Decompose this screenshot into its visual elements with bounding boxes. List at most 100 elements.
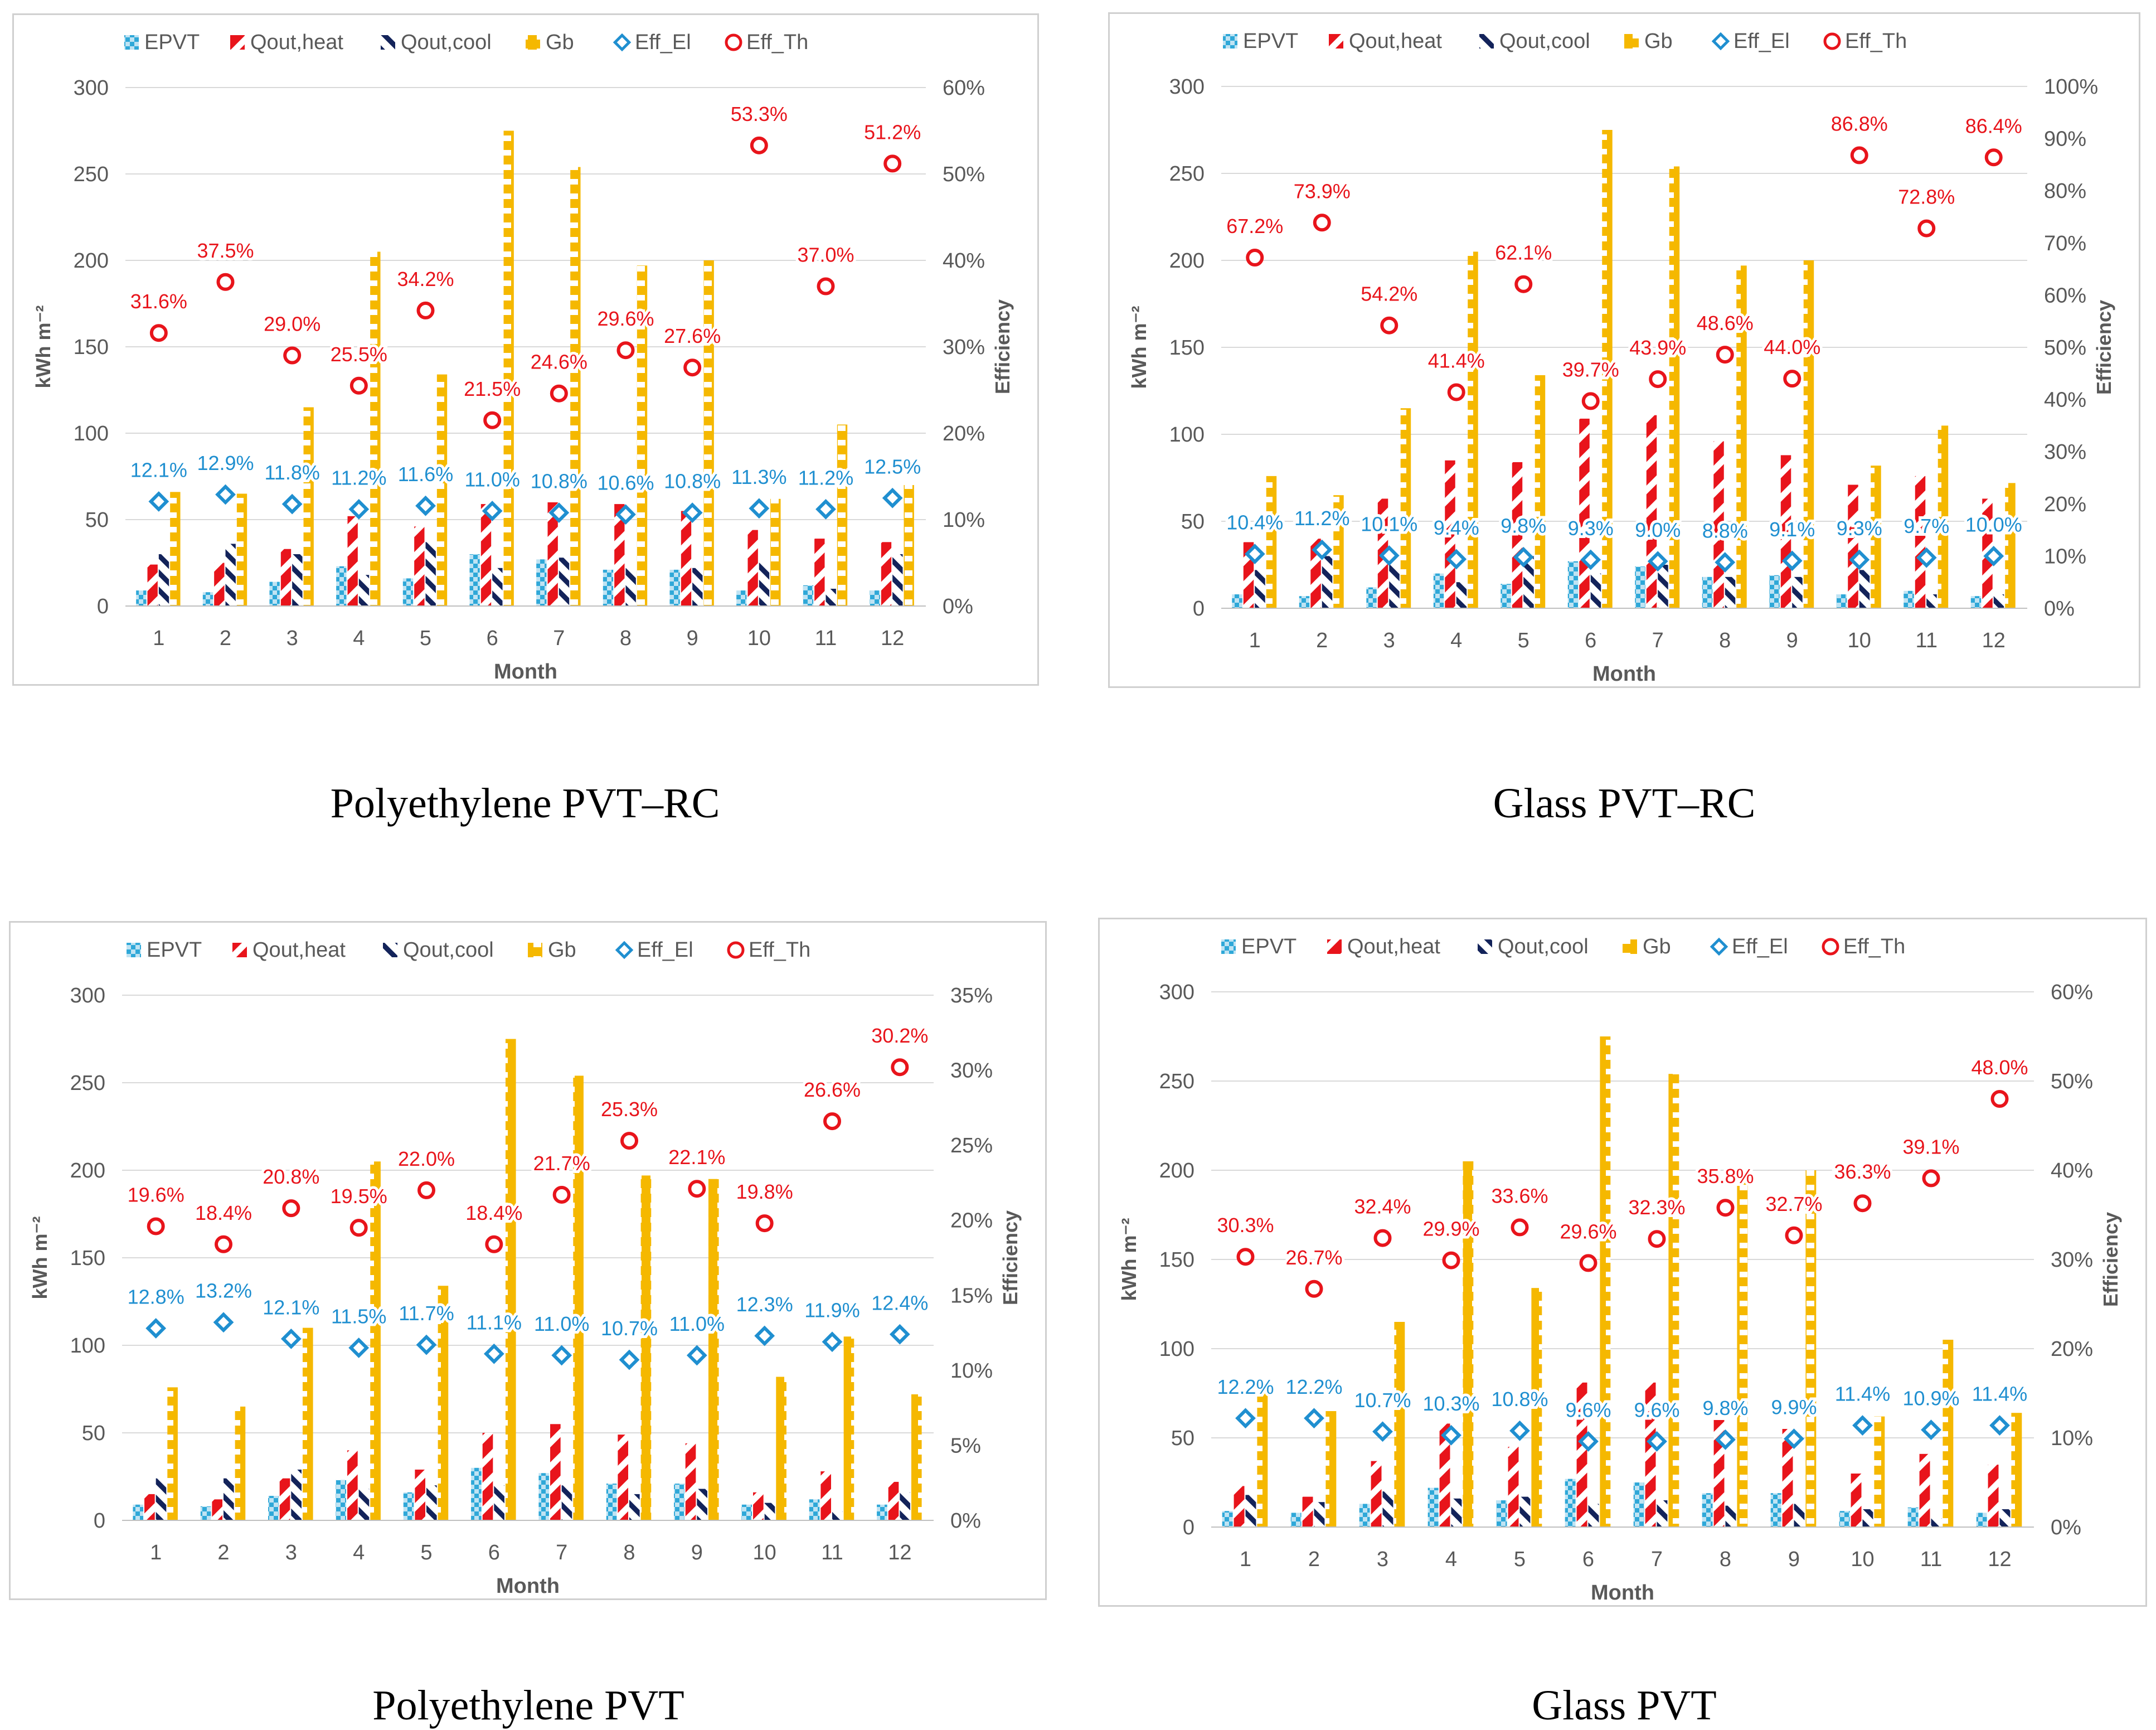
legend-marker-eff-th [727,941,745,959]
bar-Qout,heat-6 [1579,418,1590,608]
data-label-eff-el: 10.7% [601,1317,658,1340]
y2-tick-label: 60% [943,76,985,100]
legend-label: Qout,heat [252,938,346,962]
bar-Qout,cool-12 [892,554,903,606]
y-tick-label: 0 [94,1509,105,1533]
bar-EPVT-1 [136,590,147,606]
data-label-eff-th: 44.0% [1764,336,1820,358]
point-eff-th-12 [1984,148,2003,167]
bar-Qout,heat-1 [144,1494,155,1520]
bar-Qout,cool-5 [426,1485,437,1520]
point-eff-th-4 [349,376,368,395]
y-tick-label: 300 [70,984,105,1007]
bar-Qout,cool-8 [629,1494,640,1520]
point-eff-th-3 [282,1199,300,1218]
point-eff-el-8 [615,504,636,525]
bar-Gb-12 [911,1394,922,1520]
point-eff-el-2 [215,484,236,505]
point-eff-el-3 [281,493,303,515]
data-label-eff-el: 11.0% [464,468,519,491]
bar-Gb-12 [904,485,914,606]
bar-Qout,heat-7 [550,1424,561,1520]
bar-Qout,heat-9 [1780,455,1791,608]
bar-Qout,heat-8 [1713,1420,1725,1527]
legend-swatch-EPVT [1221,939,1236,954]
bar-EPVT-8 [1702,1493,1713,1527]
bar-Qout,heat-8 [618,1435,628,1520]
data-label-eff-el: 11.0% [669,1312,725,1335]
point-eff-el-8 [619,1349,640,1370]
data-label-eff-el: 11.6% [398,463,453,486]
bar-Qout,cool-6 [1588,1504,1599,1527]
bar-Gb-7 [1669,166,1680,608]
y-tick-label: 200 [70,1159,105,1183]
bar-Gb-12 [2005,483,2016,608]
data-label-eff-el: 9.3% [1837,517,1882,540]
y2-tick-label: 10% [2044,545,2086,568]
point-eff-el-3 [1378,545,1400,566]
bar-Qout,heat-5 [1512,462,1523,608]
data-label-eff-th: 18.4% [465,1201,522,1224]
x-axis: 1 2 3 4 5 6 7 8 9 10 11 12 [1249,629,2006,652]
bar-Qout,heat-8 [614,504,625,606]
efficiency-markers: 12.8% 13.2% 12.1% 11.5% 11.7% 11.1% 11.0% 10.7%… [125,1021,931,1370]
bar-Qout,cool-4 [1456,582,1467,608]
data-label-eff-th: 26.7% [1285,1246,1342,1269]
bar-Qout,cool-11 [1931,1518,1942,1527]
point-eff-th-9 [1785,1226,1803,1244]
bar-EPVT-3 [269,581,280,606]
point-eff-el-2 [213,1312,234,1333]
bar-EPVT-1 [133,1504,144,1520]
bar-EPVT-5 [403,1492,414,1520]
bar-Gb-6 [503,130,514,606]
x-tick-label: 2 [220,627,231,650]
y-tick-label: 0 [1183,1516,1194,1539]
bar-Gb-8 [640,1175,652,1520]
x-tick-label: 12 [888,1541,911,1564]
data-label-eff-th: 18.4% [195,1201,252,1224]
x-tick-label: 6 [1585,629,1596,652]
bar-Qout,heat-10 [1848,484,1858,608]
x-tick-label: 4 [1450,629,1462,652]
point-eff-el-1 [148,491,169,512]
point-eff-th-10 [755,1214,774,1233]
data-label-eff-th: 62.1% [1495,241,1552,264]
x-tick-label: 2 [217,1541,229,1564]
y-tick-label: 250 [70,1072,105,1095]
chart-3-svg: EPVT Qout,heat Qout,cool Gb Eff_El Eff_Th 0 50 1… [28,938,1022,1598]
data-label-eff-el: 9.7% [1904,515,1949,537]
data-label-eff-el: 9.3% [1568,517,1614,540]
y2-tick-label: 20% [943,422,985,445]
data-label-eff-th: 30.2% [871,1024,928,1047]
y2-tick-label: 60% [2044,284,2086,307]
legend-swatch-Qout,heat [1329,34,1343,49]
legend-swatch-EPVT [127,943,141,957]
data-label-eff-th: 21.7% [533,1152,590,1175]
bar-Qout,cool-1 [1255,570,1265,608]
data-label-eff-th: 20.8% [263,1165,319,1188]
chart-1-svg: EPVT Qout,heat Qout,cool Gb Eff_El Eff_Th 0 50 1… [32,31,1014,684]
efficiency-markers: 12.2% 12.2% 10.7% 10.3% 10.8% 9.6% 9.6% 9.8% 9.9… [1214,1053,2031,1452]
bar-EPVT-5 [1501,584,1511,608]
data-label-eff-el: 11.2% [798,466,853,489]
point-eff-el-7 [551,1345,572,1366]
point-eff-th-2 [215,1235,232,1253]
legend-marker-eff-th [1823,32,1841,50]
data-label-eff-th: 72.8% [1898,186,1955,209]
bar-Qout,heat-12 [881,542,892,606]
point-eff-el-12 [889,1324,910,1345]
bar-EPVT-2 [200,1506,211,1520]
data-label-eff-th: 86.8% [1831,113,1888,135]
point-eff-th-9 [688,1180,706,1198]
x-tick-label: 8 [620,627,632,650]
data-label-eff-el: 8.8% [1702,520,1748,542]
bar-Gb-10 [1874,1416,1885,1527]
data-label-eff-th: 86.4% [1965,114,2022,137]
y2-tick-label: 10% [950,1359,993,1383]
data-label-eff-el: 11.9% [804,1299,860,1322]
y-tick-label: 50 [85,508,109,532]
bars [1232,130,2016,608]
x-tick-label: 3 [287,627,298,650]
data-label-eff-th: 67.2% [1226,215,1283,238]
bar-Qout,heat-7 [547,502,558,606]
